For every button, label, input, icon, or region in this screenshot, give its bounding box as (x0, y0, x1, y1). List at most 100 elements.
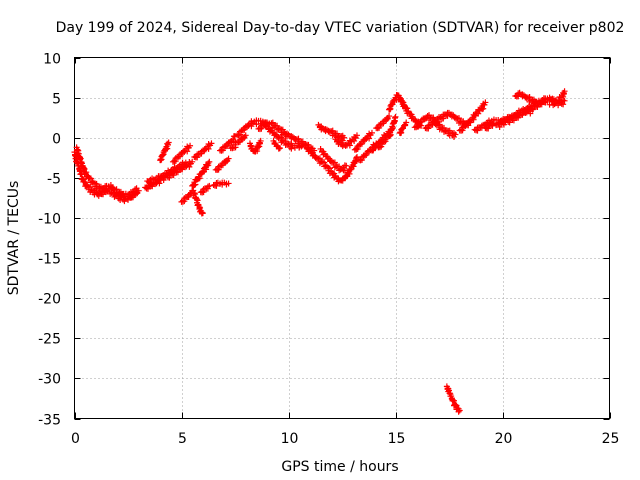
data-point (515, 114, 522, 121)
data-point (168, 169, 175, 176)
data-point (510, 117, 517, 124)
data-point (368, 129, 375, 136)
data-point (198, 150, 205, 157)
plot-frame (74, 57, 610, 419)
data-point (225, 155, 232, 162)
data-point (382, 138, 389, 145)
data-point (403, 119, 410, 126)
data-point (159, 151, 166, 158)
data-point (215, 166, 222, 173)
data-point (352, 158, 359, 165)
data-point (199, 169, 206, 176)
data-point (254, 148, 261, 155)
data-point (561, 88, 568, 95)
data-point (358, 156, 365, 163)
data-point (189, 158, 196, 165)
y-tick-label: -10 (38, 212, 61, 228)
data-point (208, 140, 215, 147)
y-tick-label: -5 (47, 172, 61, 188)
data-point (540, 99, 547, 106)
data-point (200, 189, 207, 196)
data-point (149, 180, 156, 187)
data-point (199, 210, 206, 217)
data-point (224, 142, 231, 149)
data-point (242, 132, 249, 139)
data-point (225, 180, 232, 187)
data-point (206, 158, 213, 165)
data-point (187, 142, 194, 149)
data-point (376, 124, 383, 131)
data-points (71, 88, 568, 415)
x-tick-label: 20 (495, 431, 513, 447)
data-point (156, 180, 163, 187)
x-tick-label: 10 (281, 431, 299, 447)
data-point (480, 105, 487, 112)
data-point (534, 104, 541, 111)
data-point (386, 106, 393, 113)
data-point (191, 190, 198, 197)
data-point (485, 125, 492, 132)
data-point (529, 106, 536, 113)
data-point (192, 181, 199, 188)
data-point (144, 185, 151, 192)
chart-title: Day 199 of 2024, Sidereal Day-to-day VTE… (56, 20, 625, 36)
data-point (363, 151, 370, 158)
data-point (474, 127, 481, 134)
data-point (527, 110, 534, 117)
data-point (378, 143, 385, 150)
data-point (160, 151, 167, 158)
data-point (560, 93, 567, 100)
data-point (366, 135, 373, 142)
y-tick-label: -25 (38, 332, 61, 348)
data-point (459, 127, 466, 134)
data-point (172, 158, 179, 165)
data-point (341, 167, 348, 174)
data-point (389, 101, 396, 108)
data-point (236, 131, 243, 138)
data-point (482, 99, 489, 106)
data-point (386, 113, 393, 120)
data-point (370, 147, 377, 154)
data-point (380, 120, 387, 127)
data-point (452, 401, 459, 408)
y-tick-label: -35 (38, 413, 61, 429)
data-point (353, 132, 360, 139)
data-point (203, 166, 210, 173)
data-point (276, 145, 283, 152)
y-tick-label: -15 (38, 252, 61, 268)
data-point (463, 122, 470, 129)
data-point (165, 139, 172, 146)
data-point (78, 159, 85, 166)
data-point (133, 185, 140, 192)
data-point (185, 193, 192, 200)
data-point (219, 162, 226, 169)
data-point (561, 97, 568, 104)
data-point (164, 145, 171, 152)
data-point (470, 116, 477, 123)
data-point (132, 189, 139, 196)
y-tick-label: -30 (38, 372, 61, 388)
data-point (347, 166, 354, 173)
data-point (186, 163, 193, 170)
data-point (452, 131, 459, 138)
data-point (205, 145, 212, 152)
data-point (165, 172, 172, 179)
data-point (102, 186, 109, 193)
data-point (446, 387, 452, 394)
data-point (206, 182, 213, 189)
data-point (157, 157, 164, 164)
data-point (196, 175, 203, 182)
y-axis-label: SDTVAR / TECUs (6, 181, 22, 296)
data-point (161, 173, 168, 180)
data-point (75, 150, 82, 157)
y-tick-labels: -35 -30 -25 -20 -15 -10 -5 0 5 10 (38, 52, 61, 429)
data-point (182, 159, 189, 166)
data-point (396, 94, 403, 101)
axis-ticks (74, 57, 611, 420)
y-tick-label: -20 (38, 292, 61, 308)
data-point (354, 146, 361, 153)
data-point (414, 123, 421, 130)
data-point (213, 182, 220, 189)
data-point (184, 148, 191, 155)
data-point (358, 140, 365, 147)
